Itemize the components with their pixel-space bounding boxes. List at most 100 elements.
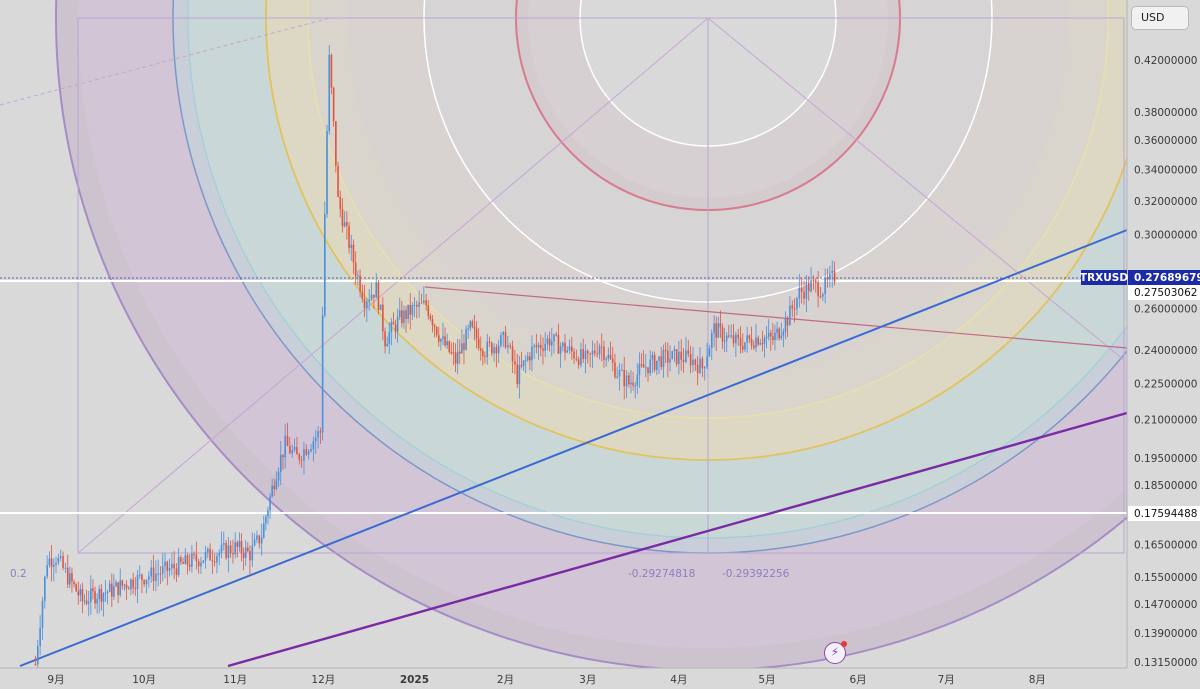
candle-body bbox=[616, 376, 618, 378]
candle-body bbox=[829, 273, 831, 280]
resistance-trendline[interactable] bbox=[424, 286, 1128, 349]
y-tick-label: 0.22500000 bbox=[1134, 379, 1197, 391]
candle-body bbox=[141, 574, 143, 581]
candle-body bbox=[324, 213, 326, 316]
candle-body bbox=[649, 359, 652, 374]
y-axis-background bbox=[1127, 0, 1200, 689]
candle-body bbox=[132, 579, 134, 589]
candle-body bbox=[580, 349, 582, 365]
candle-body bbox=[680, 351, 683, 360]
y-tick-label: 0.19500000 bbox=[1134, 453, 1197, 465]
candle-body bbox=[737, 334, 740, 339]
candle-body bbox=[798, 287, 801, 299]
candle-body bbox=[486, 341, 489, 358]
candle-body bbox=[177, 557, 180, 576]
candle-body bbox=[319, 431, 322, 433]
candle-body bbox=[330, 54, 333, 88]
candle-body bbox=[454, 352, 457, 364]
candle-body bbox=[216, 555, 218, 563]
fib-circles bbox=[0, 0, 1127, 668]
candle-body bbox=[321, 315, 324, 433]
price-series[interactable] bbox=[34, 45, 836, 672]
purple-trendline[interactable] bbox=[227, 411, 1128, 668]
candle-body bbox=[359, 275, 361, 292]
candle-body bbox=[423, 300, 425, 303]
candle-body bbox=[793, 308, 796, 310]
currency-button[interactable]: USD bbox=[1131, 6, 1189, 30]
candle-body bbox=[669, 359, 671, 363]
fib-diagonal-right bbox=[707, 17, 1125, 361]
y-tick-label: 0.34000000 bbox=[1134, 165, 1197, 177]
candle-body bbox=[526, 356, 529, 360]
candle-body bbox=[282, 454, 284, 458]
price-tag-current: TRXUSD 0.27689679 bbox=[1080, 270, 1200, 285]
candle-body bbox=[473, 326, 476, 329]
price-tag-hline-1: 0.27503062 bbox=[1128, 285, 1200, 300]
candle-body bbox=[703, 366, 706, 369]
candle-body bbox=[564, 342, 566, 353]
lightning-icon[interactable]: ⚡ bbox=[824, 641, 847, 664]
x-axis-ticks[interactable]: 9月 10月 11月 12月 2025 2月 3月 4月 5月 6月 7月 8月 bbox=[47, 674, 1045, 686]
candle-body bbox=[440, 339, 442, 342]
candle-body bbox=[671, 351, 674, 360]
candle-body bbox=[553, 334, 555, 342]
symbol-tag-bg bbox=[1081, 270, 1127, 285]
y-axis-ticks[interactable]: 0.42000000 0.38000000 0.36000000 0.34000000… bbox=[1134, 55, 1197, 669]
candle-body bbox=[115, 582, 117, 587]
x-axis-background bbox=[0, 668, 1200, 689]
candle-body bbox=[776, 328, 778, 333]
fib-diagonal-left bbox=[77, 17, 709, 554]
candle-body bbox=[721, 327, 724, 342]
x-tick-label: 4月 bbox=[670, 674, 687, 686]
fib-dashed-line bbox=[0, 17, 331, 106]
candle-body bbox=[433, 325, 436, 328]
candle-body bbox=[500, 335, 502, 346]
candle-body bbox=[188, 564, 191, 567]
candle-body bbox=[807, 282, 810, 292]
candle-body bbox=[227, 545, 230, 558]
candle-body bbox=[59, 556, 62, 558]
candle-body bbox=[249, 550, 251, 561]
candle-body bbox=[692, 359, 694, 366]
candle-body bbox=[584, 351, 587, 360]
candle-body bbox=[488, 341, 491, 343]
candle-body bbox=[269, 496, 271, 511]
candle-body bbox=[293, 447, 296, 451]
candle-body bbox=[814, 280, 817, 283]
candle-body bbox=[418, 302, 420, 307]
candle-body bbox=[531, 346, 533, 361]
candle-body bbox=[247, 547, 249, 551]
candle-body bbox=[522, 360, 525, 366]
candle-body bbox=[398, 310, 401, 317]
candle-body bbox=[195, 554, 198, 562]
candle-body bbox=[662, 349, 665, 368]
candle-body bbox=[401, 310, 403, 324]
blue-trendline[interactable] bbox=[19, 229, 1128, 667]
candle-body bbox=[108, 583, 111, 592]
candle-body bbox=[730, 335, 732, 337]
fib-label-right: -0.29392256 bbox=[722, 568, 790, 580]
candle-body bbox=[377, 282, 380, 311]
candle-body bbox=[92, 588, 94, 592]
candle-body bbox=[113, 586, 115, 597]
candle-body bbox=[335, 121, 337, 166]
candle-body bbox=[366, 301, 368, 308]
candle-body bbox=[546, 338, 549, 344]
candle-body bbox=[379, 304, 382, 311]
candle-body bbox=[701, 358, 704, 369]
candle-body bbox=[202, 560, 205, 563]
candle-body bbox=[236, 542, 239, 547]
candle-body bbox=[800, 287, 803, 292]
candle-body bbox=[647, 367, 649, 374]
candle-body bbox=[789, 305, 791, 326]
candle-body bbox=[253, 539, 256, 546]
candle-body bbox=[39, 627, 41, 647]
candle-body bbox=[343, 222, 346, 227]
candle-body bbox=[812, 280, 815, 282]
candle-body bbox=[509, 345, 512, 347]
candle-body bbox=[240, 541, 243, 554]
candle-body bbox=[314, 437, 317, 442]
candle-body bbox=[605, 358, 607, 360]
